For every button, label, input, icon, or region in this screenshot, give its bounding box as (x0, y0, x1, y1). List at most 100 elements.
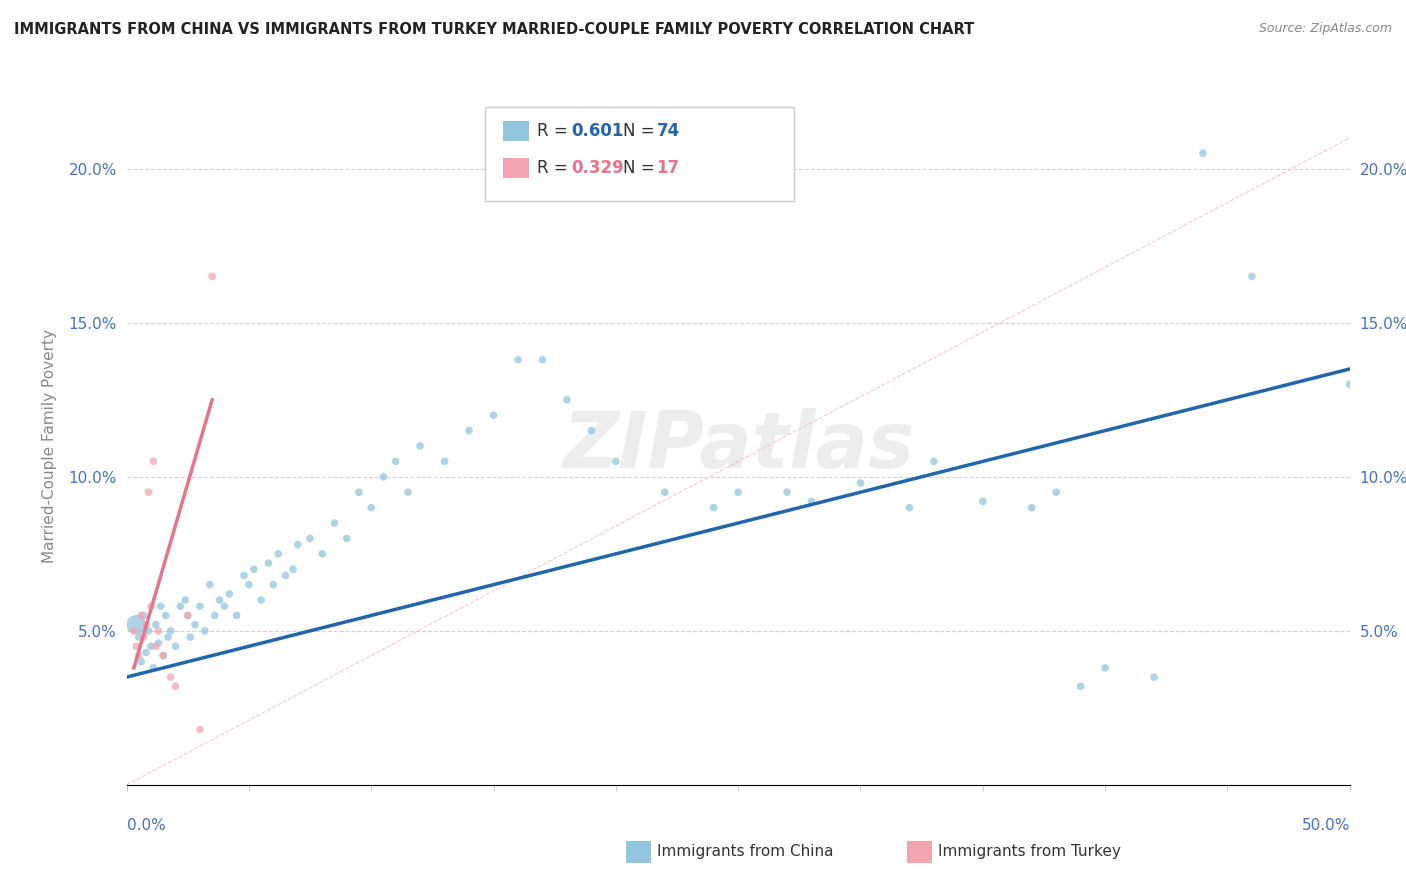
Point (531, 352, 554, 367)
Point (274, 568, 297, 582)
Point (122, 624, 145, 638)
Point (148, 636, 170, 650)
Point (1339, 377, 1361, 392)
Point (922, 454, 945, 468)
Text: 0.601: 0.601 (571, 122, 623, 140)
Point (581, 424, 603, 438)
Point (174, 593, 197, 607)
Point (129, 655, 152, 669)
Point (198, 577, 221, 591)
Point (776, 485, 799, 500)
Point (128, 630, 150, 644)
Point (384, 454, 406, 468)
Text: 0.0%: 0.0% (127, 818, 166, 832)
Point (139, 640, 162, 654)
Point (208, 593, 231, 607)
Point (506, 352, 529, 367)
Point (347, 485, 370, 500)
Point (281, 562, 304, 576)
Point (458, 424, 481, 438)
Point (311, 547, 333, 561)
Point (1094, 661, 1116, 675)
Point (135, 617, 157, 632)
Point (188, 723, 211, 737)
Point (194, 624, 217, 638)
Point (165, 640, 187, 654)
Text: Immigrants from China: Immigrants from China (657, 845, 834, 859)
Point (128, 648, 150, 663)
Point (482, 408, 505, 422)
Point (360, 500, 382, 515)
Point (972, 494, 994, 508)
Point (336, 532, 359, 546)
Point (218, 587, 240, 601)
Point (145, 617, 167, 632)
Point (188, 599, 211, 614)
Point (1070, 679, 1092, 693)
Point (250, 593, 273, 607)
Point (159, 624, 181, 638)
Text: Immigrants from Turkey: Immigrants from Turkey (938, 845, 1121, 859)
Point (142, 661, 165, 675)
Point (135, 645, 157, 659)
Point (204, 608, 226, 623)
Point (396, 485, 419, 500)
Point (201, 269, 224, 284)
Point (1143, 670, 1166, 684)
Point (165, 679, 187, 693)
Point (152, 648, 174, 663)
Point (703, 500, 725, 515)
Point (184, 617, 207, 632)
Point (132, 630, 155, 644)
Point (605, 454, 627, 468)
Point (800, 494, 823, 508)
Point (242, 562, 264, 576)
Point (1240, 269, 1263, 284)
Point (139, 599, 162, 614)
Point (177, 608, 200, 623)
Point (155, 608, 177, 623)
Point (654, 485, 676, 500)
Text: 17: 17 (657, 159, 679, 177)
Point (409, 439, 432, 453)
Point (214, 599, 236, 614)
Point (125, 617, 148, 632)
Point (257, 556, 280, 570)
Text: 74: 74 (657, 122, 681, 140)
Point (849, 475, 872, 490)
Point (1021, 500, 1043, 515)
Point (179, 630, 201, 644)
Text: 50.0%: 50.0% (1302, 818, 1350, 832)
Point (129, 608, 152, 623)
Point (898, 500, 921, 515)
Point (145, 640, 167, 654)
Point (373, 470, 395, 484)
Point (157, 630, 180, 644)
Point (433, 454, 456, 468)
Point (1045, 485, 1067, 500)
Point (1192, 146, 1215, 161)
Point (148, 624, 170, 638)
Y-axis label: Married-Couple Family Poverty: Married-Couple Family Poverty (42, 329, 58, 563)
Point (262, 577, 284, 591)
Point (159, 670, 181, 684)
Text: R =: R = (537, 122, 574, 140)
Point (142, 454, 165, 468)
Text: ZIPatlas: ZIPatlas (562, 408, 914, 484)
Point (238, 577, 260, 591)
Text: N =: N = (623, 122, 659, 140)
Point (287, 538, 309, 552)
Point (138, 485, 160, 500)
Point (225, 608, 247, 623)
Point (299, 532, 322, 546)
Text: 0.329: 0.329 (571, 159, 624, 177)
Point (149, 599, 172, 614)
Point (152, 648, 174, 663)
Point (132, 608, 155, 623)
Point (727, 485, 749, 500)
Text: Source: ZipAtlas.com: Source: ZipAtlas.com (1258, 22, 1392, 36)
Point (138, 624, 160, 638)
Text: IMMIGRANTS FROM CHINA VS IMMIGRANTS FROM TURKEY MARRIED-COUPLE FAMILY POVERTY CO: IMMIGRANTS FROM CHINA VS IMMIGRANTS FROM… (14, 22, 974, 37)
Point (323, 516, 346, 530)
Point (555, 392, 578, 407)
